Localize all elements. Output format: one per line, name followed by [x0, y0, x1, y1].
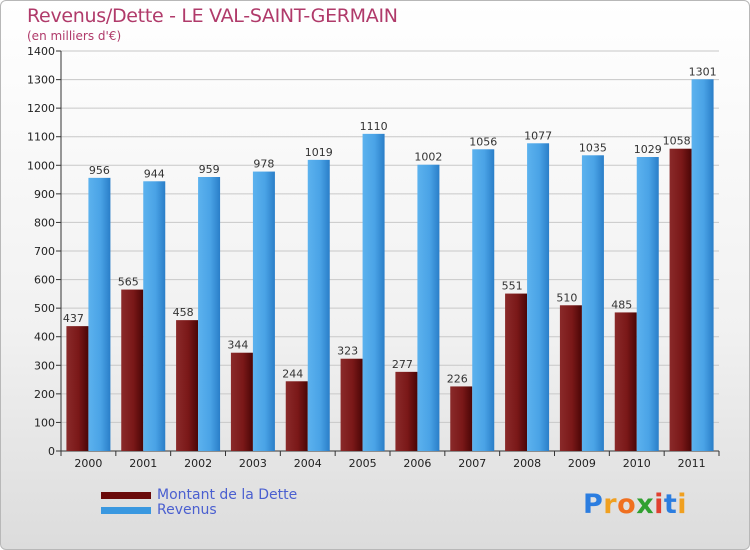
x-tick-label: 2006	[403, 457, 431, 470]
logo-letter: r	[603, 489, 618, 520]
y-tick-label: 1200	[27, 102, 55, 115]
bar-revenue	[252, 171, 275, 452]
data-label-revenue: 1029	[634, 143, 662, 156]
data-label-debt: 1058	[663, 135, 691, 148]
legend-swatch-debt	[101, 492, 151, 499]
bar-revenue	[198, 177, 221, 451]
data-label-debt: 277	[392, 358, 413, 371]
logo-letter: o	[617, 489, 637, 520]
chart-title: Revenus/Dette - LE VAL-SAINT-GERMAIN	[27, 5, 398, 27]
data-label-debt: 226	[447, 372, 468, 385]
data-label-debt: 323	[337, 345, 358, 358]
legend-item-revenue: Revenus	[101, 503, 297, 518]
bar-revenue	[307, 159, 330, 451]
bar-debt	[395, 371, 418, 451]
data-label-revenue: 1035	[579, 141, 607, 154]
axes: 0 100 200 300 400 500 600 700 800 900 1000 1100 1200…	[27, 45, 720, 470]
x-tick-label: 2002	[184, 457, 212, 470]
bar-revenue	[143, 181, 166, 452]
legend: Montant de la Dette Revenus	[101, 488, 297, 518]
bar-revenue	[472, 149, 495, 452]
data-label-debt: 565	[118, 276, 139, 289]
y-tick-label: 0	[48, 445, 55, 458]
bar-revenue	[691, 79, 714, 452]
bar-revenue	[636, 157, 659, 451]
bar-debt	[559, 305, 582, 451]
y-tick-label: 1300	[27, 74, 55, 87]
y-tick-label: 900	[34, 188, 55, 201]
bar-debt	[285, 381, 308, 451]
data-label-revenue: 959	[199, 163, 220, 176]
data-label-revenue: 1077	[524, 129, 552, 142]
logo-letter: i	[654, 489, 664, 520]
chart-subtitle: (en milliers d'€)	[27, 29, 122, 43]
legend-item-debt: Montant de la Dette	[101, 488, 297, 503]
y-tick-label: 700	[34, 245, 55, 258]
logo-letter: t	[663, 489, 678, 520]
data-label-revenue: 956	[89, 164, 110, 177]
logo-letter: x	[636, 489, 655, 520]
x-tick-label: 2003	[239, 457, 267, 470]
bar-revenue	[362, 133, 385, 451]
data-label-revenue: 944	[144, 167, 165, 180]
data-label-debt: 485	[611, 298, 632, 311]
logo-letter: i	[677, 489, 688, 520]
y-tick-label: 1100	[27, 131, 55, 144]
x-tick-label: 2007	[458, 457, 486, 470]
y-tick-label: 1000	[27, 159, 55, 172]
x-tick-label: 2008	[513, 457, 541, 470]
legend-label-revenue: Revenus	[157, 502, 217, 518]
bar-debt	[230, 352, 253, 451]
bar-revenue	[88, 177, 111, 451]
y-tick-label: 100	[34, 416, 55, 429]
proxiti-logo: Proxiti	[583, 489, 687, 520]
data-label-debt: 510	[556, 291, 577, 304]
bar-debt	[121, 289, 144, 451]
value-labels: 437 956 565 944 458 959 344 978 244 1019 323 1110 27…	[63, 65, 717, 385]
y-tick-label: 500	[34, 302, 55, 315]
y-tick-label: 400	[34, 331, 55, 344]
bar-debt	[176, 320, 199, 451]
x-tick-label: 2011	[678, 457, 706, 470]
data-label-debt: 458	[173, 306, 194, 319]
x-tick-label: 2004	[294, 457, 322, 470]
data-label-debt: 437	[63, 312, 84, 325]
data-label-revenue: 1056	[469, 135, 497, 148]
bar-revenue	[417, 164, 440, 451]
x-tick-label: 2000	[74, 457, 102, 470]
data-label-revenue: 1301	[689, 65, 717, 78]
grid	[61, 50, 719, 452]
bar-debt	[450, 386, 473, 451]
data-label-debt: 244	[282, 367, 303, 380]
x-tick-label: 2009	[568, 457, 596, 470]
x-tick-label: 2005	[349, 457, 377, 470]
y-tick-label: 200	[34, 388, 55, 401]
y-tick-label: 600	[34, 274, 55, 287]
legend-label-debt: Montant de la Dette	[157, 487, 298, 503]
data-label-revenue: 1110	[360, 120, 388, 133]
legend-swatch-revenue	[101, 507, 151, 514]
data-label-debt: 344	[227, 339, 248, 352]
bar-revenue	[581, 155, 604, 452]
y-tick-label: 800	[34, 216, 55, 229]
data-label-revenue: 978	[253, 158, 274, 171]
bar-debt	[66, 326, 89, 451]
y-tick-label: 1400	[27, 45, 55, 58]
x-tick-label: 2010	[623, 457, 651, 470]
bars	[66, 79, 714, 452]
bar-revenue	[527, 143, 550, 452]
bar-debt	[614, 312, 637, 451]
data-label-revenue: 1019	[305, 146, 333, 159]
data-label-debt: 551	[502, 280, 523, 293]
bar-debt	[505, 293, 528, 451]
bar-debt	[669, 148, 692, 451]
bar-debt	[340, 358, 363, 451]
data-label-revenue: 1002	[414, 151, 442, 164]
logo-letter: P	[583, 489, 604, 520]
x-tick-label: 2001	[129, 457, 157, 470]
y-tick-label: 300	[34, 359, 55, 372]
